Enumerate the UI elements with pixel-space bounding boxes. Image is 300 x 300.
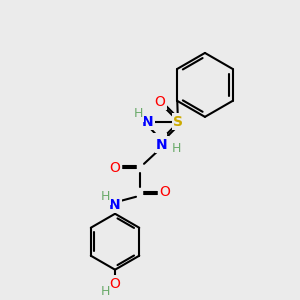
Text: S: S (173, 115, 183, 129)
Text: N: N (142, 115, 154, 129)
Text: N: N (156, 138, 168, 152)
Text: O: O (154, 135, 165, 149)
Text: H: H (100, 190, 110, 203)
Text: O: O (154, 95, 165, 109)
Text: H: H (100, 285, 110, 298)
Text: N: N (109, 198, 121, 212)
Text: O: O (110, 277, 121, 291)
Text: O: O (110, 161, 121, 175)
Text: H: H (171, 142, 181, 155)
Text: H: H (133, 107, 143, 120)
Text: O: O (160, 185, 170, 199)
